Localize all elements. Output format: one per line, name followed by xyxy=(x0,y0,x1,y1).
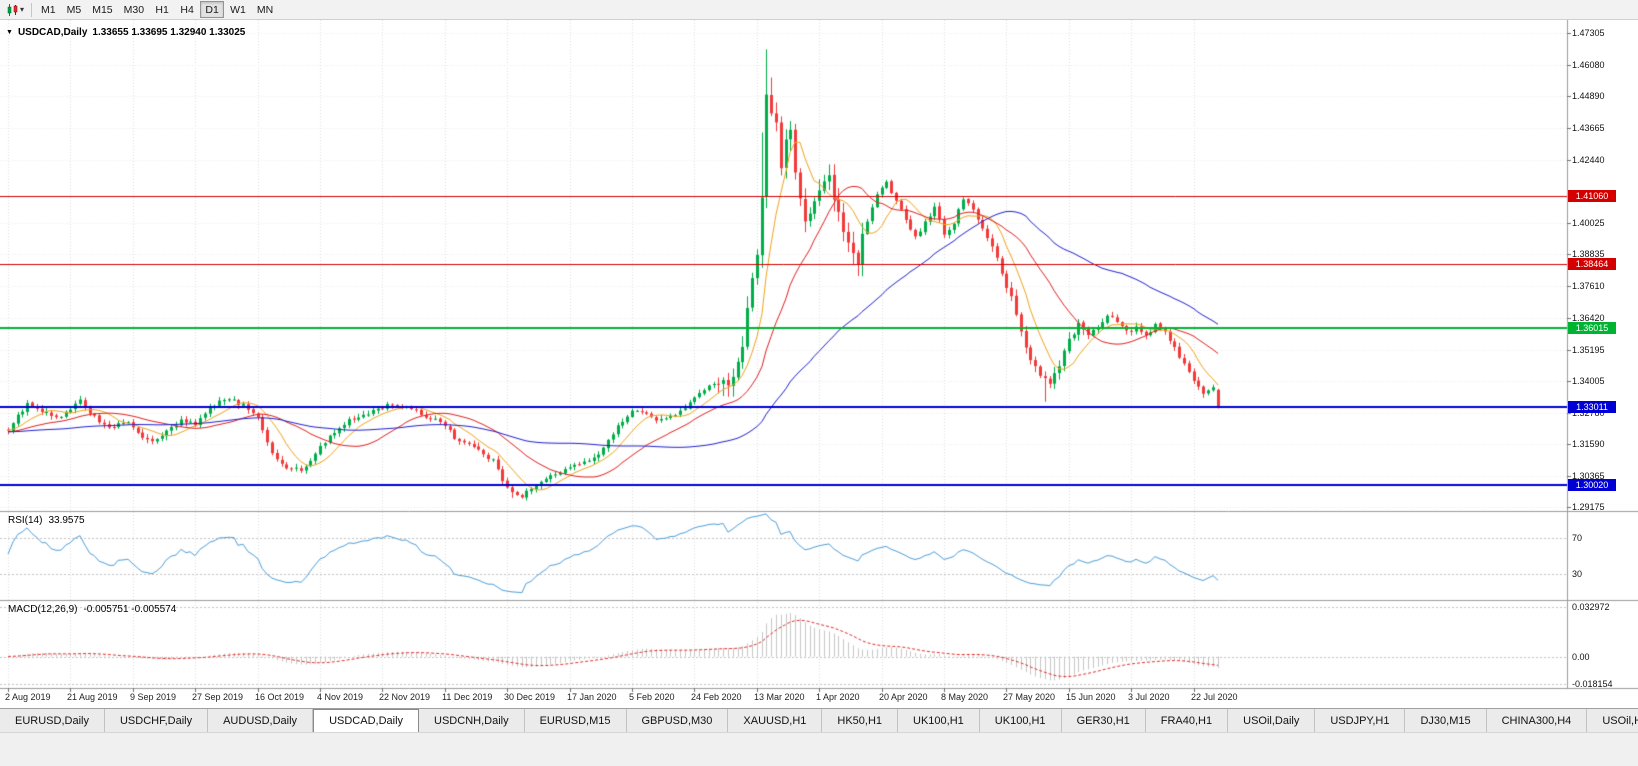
chart-tab-fra40-h1[interactable]: FRA40,H1 xyxy=(1145,709,1229,732)
macd-scale-label: 0.032972 xyxy=(1572,602,1610,612)
timeframe-button-m1[interactable]: M1 xyxy=(41,3,56,16)
chart-tab-usdcad-daily[interactable]: USDCAD,Daily xyxy=(313,709,420,732)
timeframe-button-mn[interactable]: MN xyxy=(256,3,274,16)
chart-symbol-label: USDCAD,Daily xyxy=(17,27,88,38)
price-line-badge: 1.41060 xyxy=(1568,190,1616,203)
date-axis-label: 9 Sep 2019 xyxy=(130,692,177,702)
price-scale-tick: 1.43665 xyxy=(1572,123,1605,134)
price-chart-canvas[interactable] xyxy=(0,20,1638,708)
timeframe-button-h1[interactable]: H1 xyxy=(155,3,169,16)
collapse-icon: ▼ xyxy=(6,28,13,36)
date-axis-label: 16 Oct 2019 xyxy=(255,692,305,702)
chart-title: ▼ USDCAD,Daily 1.33655 1.33695 1.32940 1… xyxy=(6,27,245,38)
price-line-badge: 1.30020 xyxy=(1568,478,1616,491)
date-axis-label: 30 Dec 2019 xyxy=(504,692,556,702)
date-axis-label: 24 Feb 2020 xyxy=(691,692,742,702)
price-line-badge: 1.36015 xyxy=(1568,322,1616,335)
chart-tab-usoil-daily[interactable]: USOil,Daily xyxy=(1228,709,1316,732)
price-scale-tick: 1.31590 xyxy=(1572,438,1605,449)
chart-tab-usoil-h4[interactable]: USOil,H4 xyxy=(1587,709,1638,732)
rsi-level-label: 70 xyxy=(1572,533,1583,544)
candlestick-chart-icon xyxy=(7,3,18,16)
timeframe-button-d1[interactable]: D1 xyxy=(200,1,225,18)
chart-tab-uk100-h1[interactable]: UK100,H1 xyxy=(898,709,980,732)
date-axis-label: 2 Aug 2019 xyxy=(5,692,51,702)
price-scale-tick: 1.40025 xyxy=(1572,218,1605,229)
chart-tab-uk100-h1[interactable]: UK100,H1 xyxy=(979,709,1062,732)
chart-tab-usdjpy-h1[interactable]: USDJPY,H1 xyxy=(1315,709,1406,732)
chart-ohlc-values: 1.33655 1.33695 1.32940 1.33025 xyxy=(92,27,246,38)
chart-tab-xauusd-h1[interactable]: XAUUSD,H1 xyxy=(728,709,823,732)
rsi-level-label: 30 xyxy=(1572,568,1583,579)
chart-tab-eurusd-daily[interactable]: EURUSD,Daily xyxy=(0,709,105,732)
price-scale-tick: 1.44890 xyxy=(1572,91,1605,102)
chart-area: ▼ USDCAD,Daily 1.33655 1.33695 1.32940 1… xyxy=(0,20,1638,708)
date-axis-label: 3 Jul 2020 xyxy=(1128,692,1170,702)
date-axis-label: 4 Nov 2019 xyxy=(317,692,364,702)
price-scale-tick: 1.46080 xyxy=(1572,60,1605,71)
chart-tab-bar: EURUSD,Daily USDCHF,Daily AUDUSD,Daily USDC… xyxy=(0,708,1638,732)
price-scale-tick: 1.47305 xyxy=(1572,28,1605,38)
price-scale-tick: 1.30365 xyxy=(1572,470,1605,481)
chart-tab-usdcnh-daily[interactable]: USDCNH,Daily xyxy=(419,709,525,732)
timeframe-button-w1[interactable]: W1 xyxy=(230,3,246,16)
date-axis-label: 27 May 2020 xyxy=(1003,692,1056,702)
date-axis-label: 17 Jan 2020 xyxy=(567,692,617,702)
rsi-panel-label: RSI(14) 33.9575 xyxy=(8,515,85,526)
status-bar xyxy=(0,732,1638,766)
macd-scale-label: -0.018154 xyxy=(1572,679,1613,689)
chart-type-dropdown[interactable]: ▾ xyxy=(3,1,27,18)
date-axis-label: 22 Jul 2020 xyxy=(1191,692,1238,702)
chart-tab-hk50-h1[interactable]: HK50,H1 xyxy=(822,709,899,732)
price-line-badge: 1.38464 xyxy=(1568,258,1616,271)
macd-panel-label: MACD(12,26,9) -0.005751 -0.005574 xyxy=(8,604,176,615)
chart-tab-dj30-m15[interactable]: DJ30,M15 xyxy=(1405,709,1487,732)
macd-current-values: -0.005751 -0.005574 xyxy=(83,604,177,615)
timeframe-button-h4[interactable]: H4 xyxy=(180,3,194,16)
date-axis-label: 27 Sep 2019 xyxy=(192,692,244,702)
rsi-indicator-name: RSI(14) xyxy=(8,515,43,526)
timeframe-buttons: M1 M5 M15 M30 H1 H4 D1 W1 MN xyxy=(36,1,278,18)
main-toolbar: ▾ M1 M5 M15 M30 H1 H4 D1 W1 MN xyxy=(0,0,1638,20)
date-axis-label: 15 Jun 2020 xyxy=(1066,692,1116,702)
price-scale-tick: 1.32780 xyxy=(1572,407,1605,418)
date-axis-label: 5 Feb 2020 xyxy=(629,692,675,702)
price-scale-tick: 1.29175 xyxy=(1572,501,1605,512)
toolbar-divider xyxy=(31,2,33,17)
price-scale-tick: 1.34005 xyxy=(1572,375,1605,386)
price-scale-tick: 1.42440 xyxy=(1572,155,1605,166)
macd-scale-label: 0.00 xyxy=(1572,651,1590,662)
date-axis-label: 21 Aug 2019 xyxy=(67,692,118,702)
date-axis-label: 13 Mar 2020 xyxy=(754,692,805,702)
macd-indicator-name: MACD(12,26,9) xyxy=(8,604,78,615)
caret-down-icon: ▾ xyxy=(20,4,25,14)
chart-tab-usdchf-daily[interactable]: USDCHF,Daily xyxy=(104,709,209,732)
timeframe-button-m15[interactable]: M15 xyxy=(92,3,113,16)
rsi-current-value: 33.9575 xyxy=(48,515,85,526)
timeframe-button-m5[interactable]: M5 xyxy=(66,3,82,16)
date-axis-label: 1 Apr 2020 xyxy=(816,692,860,702)
chart-tab-audusd-daily[interactable]: AUDUSD,Daily xyxy=(208,709,314,732)
price-scale-tick: 1.37610 xyxy=(1572,281,1605,292)
price-scale-tick: 1.38835 xyxy=(1572,249,1605,260)
chart-tab-gbpusd-m30[interactable]: GBPUSD,M30 xyxy=(626,709,729,732)
chart-tab-china300-h4[interactable]: CHINA300,H4 xyxy=(1486,709,1588,732)
date-axis-label: 20 Apr 2020 xyxy=(879,692,928,702)
price-scale-tick: 1.35195 xyxy=(1572,344,1605,355)
chart-tab-eurusd-m15[interactable]: EURUSD,M15 xyxy=(524,709,627,732)
date-axis-label: 11 Dec 2019 xyxy=(442,692,493,702)
date-axis-label: 22 Nov 2019 xyxy=(379,692,431,702)
price-scale-tick: 1.36420 xyxy=(1572,312,1605,323)
price-line-badge: 1.33011 xyxy=(1568,400,1616,413)
date-axis-label: 8 May 2020 xyxy=(941,692,989,702)
chart-tab-ger30-h1[interactable]: GER30,H1 xyxy=(1061,709,1146,732)
timeframe-button-m30[interactable]: M30 xyxy=(123,3,145,16)
